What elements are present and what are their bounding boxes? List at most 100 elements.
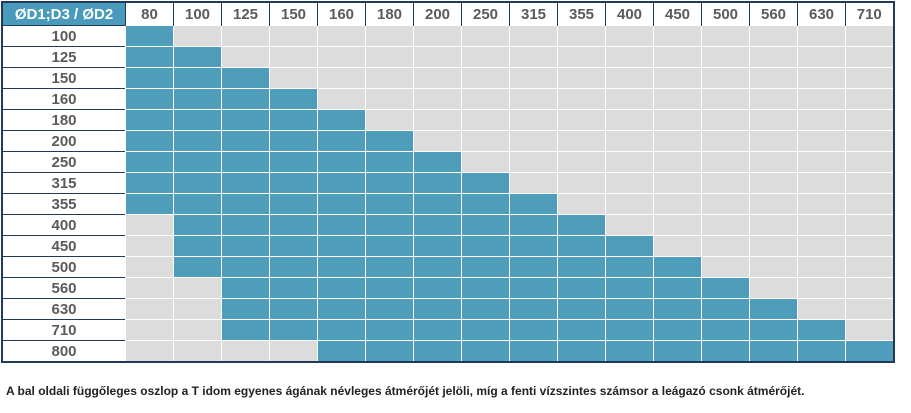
available-cell (173, 193, 222, 215)
unavailable-cell (557, 130, 606, 152)
available-cell (125, 172, 174, 194)
available-cell (269, 277, 318, 299)
available-cell (701, 277, 750, 299)
table-row: 250 (2, 151, 894, 173)
unavailable-cell (653, 109, 702, 131)
unavailable-cell (845, 298, 894, 320)
unavailable-cell (701, 109, 750, 131)
available-cell (557, 214, 606, 236)
unavailable-cell (557, 67, 606, 89)
available-cell (365, 298, 414, 320)
available-cell (413, 172, 462, 194)
available-cell (749, 340, 798, 363)
unavailable-cell (797, 298, 846, 320)
available-cell (365, 172, 414, 194)
unavailable-cell (557, 109, 606, 131)
column-header: 630 (797, 2, 846, 26)
unavailable-cell (557, 172, 606, 194)
unavailable-cell (509, 172, 558, 194)
unavailable-cell (653, 130, 702, 152)
unavailable-cell (173, 319, 222, 341)
table-row: 355 (2, 193, 894, 215)
unavailable-cell (797, 235, 846, 257)
available-cell (173, 88, 222, 110)
row-label: 355 (2, 193, 126, 215)
unavailable-cell (221, 340, 270, 363)
available-cell (461, 172, 510, 194)
available-cell (653, 277, 702, 299)
row-label: 800 (2, 340, 126, 362)
available-cell (317, 298, 366, 320)
unavailable-cell (413, 109, 462, 131)
available-cell (173, 109, 222, 131)
unavailable-cell (557, 46, 606, 68)
available-cell (221, 319, 270, 341)
available-cell (797, 319, 846, 341)
available-cell (317, 256, 366, 278)
unavailable-cell (653, 214, 702, 236)
available-cell (125, 193, 174, 215)
available-cell (125, 109, 174, 131)
available-cell (317, 235, 366, 257)
unavailable-cell (605, 88, 654, 110)
unavailable-cell (701, 256, 750, 278)
available-cell (509, 235, 558, 257)
unavailable-cell (461, 151, 510, 173)
available-cell (653, 256, 702, 278)
unavailable-cell (461, 130, 510, 152)
unavailable-cell (557, 193, 606, 215)
unavailable-cell (653, 25, 702, 47)
table-row: 150 (2, 67, 894, 89)
unavailable-cell (845, 67, 894, 89)
unavailable-cell (845, 319, 894, 341)
available-cell (509, 256, 558, 278)
unavailable-cell (365, 88, 414, 110)
available-cell (317, 277, 366, 299)
available-cell (221, 67, 270, 89)
available-cell (125, 67, 174, 89)
available-cell (221, 151, 270, 173)
unavailable-cell (797, 151, 846, 173)
unavailable-cell (701, 193, 750, 215)
footnote: A bal oldali függőleges oszlop a T idom … (6, 384, 805, 398)
available-cell (413, 298, 462, 320)
available-cell (509, 193, 558, 215)
table-row: 160 (2, 88, 894, 110)
available-cell (413, 214, 462, 236)
unavailable-cell (605, 109, 654, 131)
row-label: 160 (2, 88, 126, 110)
unavailable-cell (797, 67, 846, 89)
available-cell (221, 193, 270, 215)
available-cell (125, 25, 174, 47)
unavailable-cell (509, 130, 558, 152)
available-cell (653, 319, 702, 341)
unavailable-cell (605, 130, 654, 152)
available-cell (317, 319, 366, 341)
available-cell (365, 319, 414, 341)
unavailable-cell (557, 151, 606, 173)
unavailable-cell (845, 151, 894, 173)
unavailable-cell (413, 130, 462, 152)
unavailable-cell (125, 319, 174, 341)
unavailable-cell (461, 67, 510, 89)
unavailable-cell (269, 46, 318, 68)
unavailable-cell (509, 67, 558, 89)
unavailable-cell (749, 193, 798, 215)
available-cell (317, 214, 366, 236)
available-cell (461, 214, 510, 236)
unavailable-cell (797, 277, 846, 299)
available-cell (125, 151, 174, 173)
available-cell (509, 214, 558, 236)
row-label: 180 (2, 109, 126, 131)
available-cell (221, 88, 270, 110)
available-cell (557, 256, 606, 278)
available-cell (269, 193, 318, 215)
unavailable-cell (701, 130, 750, 152)
column-header: 500 (701, 2, 750, 26)
column-header: 160 (317, 2, 366, 26)
available-cell (317, 340, 366, 363)
unavailable-cell (173, 277, 222, 299)
unavailable-cell (125, 256, 174, 278)
available-cell (509, 340, 558, 363)
unavailable-cell (797, 172, 846, 194)
